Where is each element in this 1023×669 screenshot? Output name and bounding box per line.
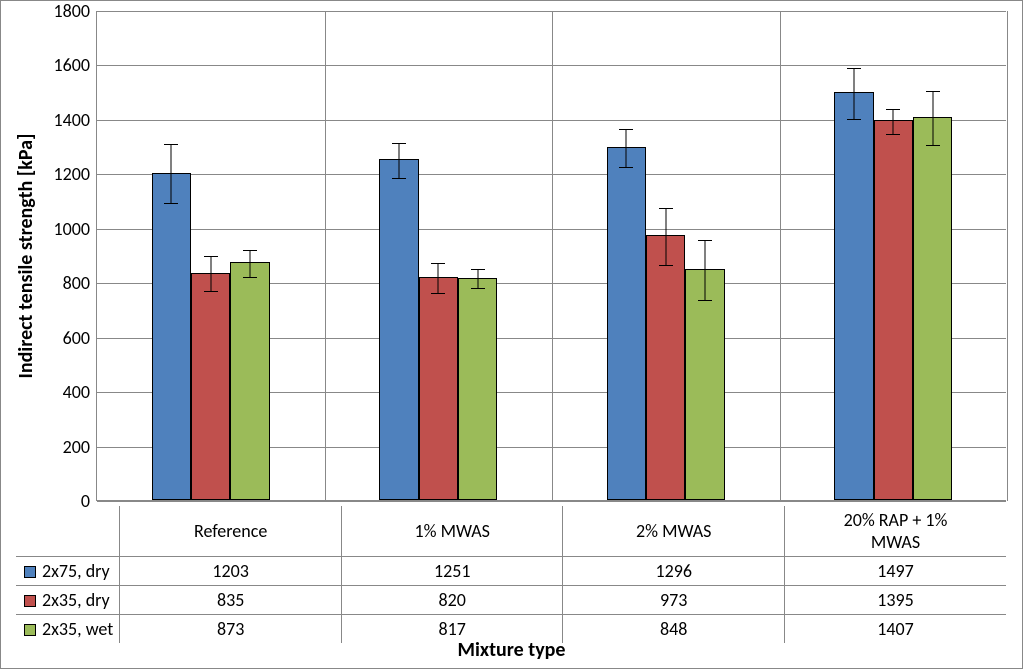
error-cap <box>431 293 445 294</box>
plot-area <box>96 11 1006 501</box>
data-table: Reference1% MWAS2% MWAS20% RAP + 1%MWAS2… <box>16 506 1006 643</box>
data-cell: 1395 <box>784 586 1006 615</box>
error-cap <box>431 263 445 264</box>
error-cap <box>926 91 940 92</box>
bar <box>230 262 269 500</box>
data-cell: 1497 <box>784 557 1006 586</box>
data-cell: 1251 <box>341 557 563 586</box>
error-cap <box>164 144 178 145</box>
series-name: 2x35, dry <box>42 589 110 611</box>
error-bar <box>398 143 399 178</box>
y-tick-label: 400 <box>40 381 90 403</box>
error-bar <box>705 240 706 300</box>
error-cap <box>619 167 633 168</box>
series-legend-cell: 2x35, dry <box>16 586 120 615</box>
category-label: 2% MWAS <box>563 506 785 557</box>
bar <box>607 147 646 500</box>
error-cap <box>886 134 900 135</box>
error-bar <box>932 91 933 145</box>
y-tick-label: 1400 <box>40 109 90 131</box>
chart-container: Indirect tensile strength [kPa] 02004006… <box>0 0 1023 669</box>
data-cell: 835 <box>120 586 342 615</box>
data-cell: 1203 <box>120 557 342 586</box>
y-tick-label: 1200 <box>40 163 90 185</box>
error-cap <box>847 119 861 120</box>
bar <box>646 235 685 500</box>
table-header-row: Reference1% MWAS2% MWAS20% RAP + 1%MWAS <box>16 506 1006 557</box>
gridline <box>97 501 1006 502</box>
error-cap <box>698 240 712 241</box>
y-tick-label: 800 <box>40 272 90 294</box>
error-cap <box>392 178 406 179</box>
legend-swatch <box>24 624 36 636</box>
category-separator <box>780 11 781 501</box>
error-bar <box>893 109 894 134</box>
error-bar <box>438 263 439 293</box>
category-separator <box>325 11 326 501</box>
error-bar <box>171 144 172 204</box>
data-cell: 1296 <box>563 557 785 586</box>
error-cap <box>619 129 633 130</box>
y-tick-label: 1800 <box>40 0 90 22</box>
error-cap <box>886 109 900 110</box>
category-separator <box>552 11 553 501</box>
error-cap <box>204 256 218 257</box>
error-bar <box>477 269 478 288</box>
data-cell: 973 <box>563 586 785 615</box>
error-bar <box>250 250 251 277</box>
y-tick-label: 1600 <box>40 54 90 76</box>
table-row: 2x35, dry 8358209731395 <box>16 586 1006 615</box>
error-cap <box>659 265 673 266</box>
error-cap <box>926 145 940 146</box>
series-name: 2x75, dry <box>42 560 110 582</box>
series-name: 2x35, wet <box>42 618 113 640</box>
series-legend-cell: 2x75, dry <box>16 557 120 586</box>
error-cap <box>847 68 861 69</box>
error-bar <box>665 208 666 265</box>
table-corner-cell <box>16 506 120 557</box>
y-axis-title: Indirect tensile strength [kPa] <box>14 134 38 379</box>
y-tick-label: 200 <box>40 436 90 458</box>
error-cap <box>698 300 712 301</box>
category-label: Reference <box>120 506 342 557</box>
error-cap <box>659 208 673 209</box>
y-tick-label: 600 <box>40 327 90 349</box>
bar <box>191 273 230 500</box>
bar <box>834 92 873 500</box>
error-cap <box>471 269 485 270</box>
x-axis-title: Mixture type <box>1 638 1022 662</box>
bar <box>913 117 952 500</box>
error-cap <box>204 291 218 292</box>
y-tick-label: 1000 <box>40 218 90 240</box>
category-separator <box>1007 11 1008 501</box>
data-cell: 820 <box>341 586 563 615</box>
legend-swatch <box>24 566 36 578</box>
error-cap <box>164 203 178 204</box>
error-cap <box>471 288 485 289</box>
table-row: 2x75, dry 1203125112961497 <box>16 557 1006 586</box>
error-cap <box>243 250 257 251</box>
error-cap <box>392 143 406 144</box>
legend-swatch <box>24 595 36 607</box>
error-bar <box>210 256 211 291</box>
category-label: 20% RAP + 1%MWAS <box>784 506 1006 557</box>
bar <box>379 159 418 500</box>
bar <box>152 173 191 500</box>
error-bar <box>626 129 627 167</box>
bar <box>419 277 458 500</box>
category-label: 1% MWAS <box>341 506 563 557</box>
error-cap <box>243 277 257 278</box>
bar <box>458 278 497 500</box>
error-bar <box>853 68 854 120</box>
bar <box>685 269 724 500</box>
bar <box>874 120 913 500</box>
